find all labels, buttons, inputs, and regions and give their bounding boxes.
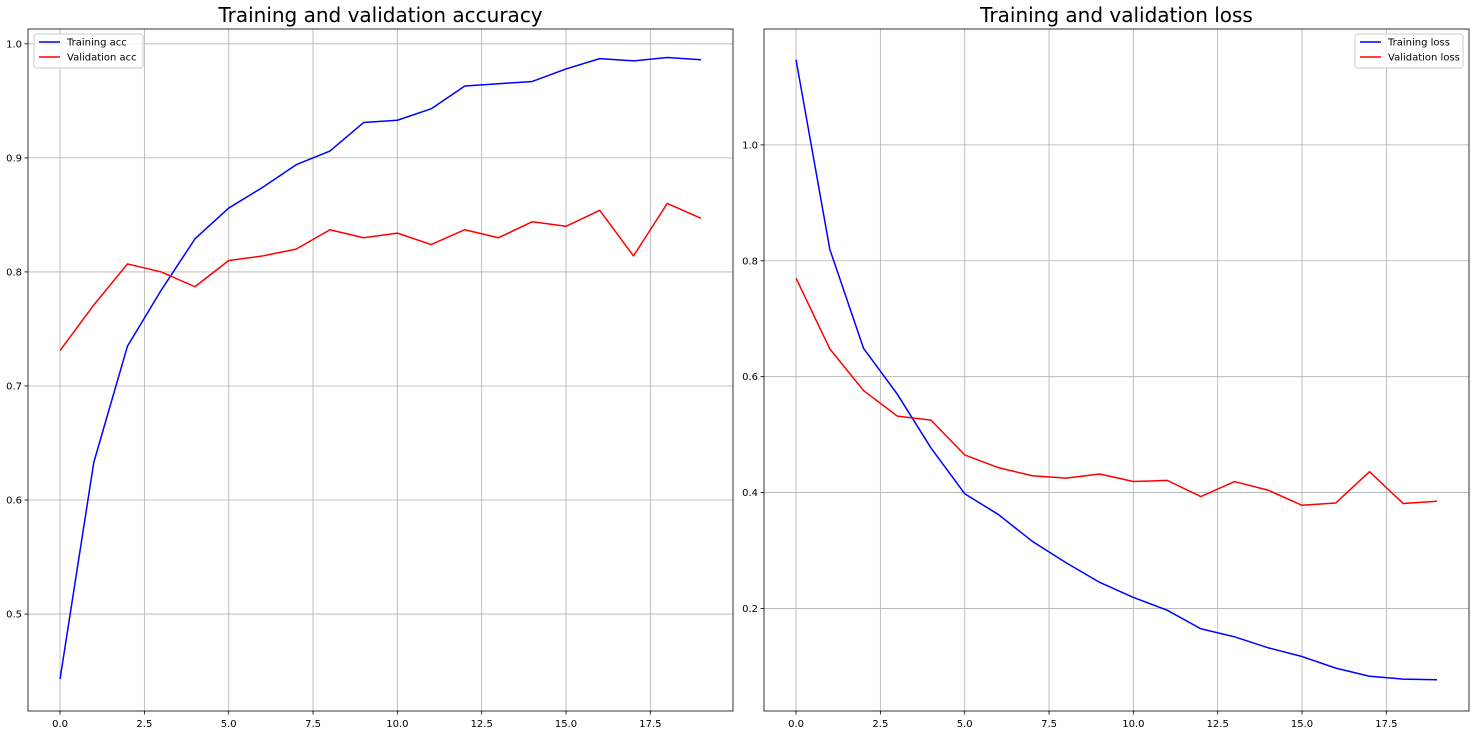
y-tick-label: 0.8 <box>742 256 758 267</box>
series-line-training-loss <box>795 59 1437 681</box>
x-tick-label: 15.0 <box>1291 719 1313 730</box>
y-tick-label: 0.7 <box>6 381 22 392</box>
series-line-training-acc <box>59 56 702 680</box>
x-tick-label: 17.5 <box>1375 719 1397 730</box>
y-tick-label: 1.0 <box>742 140 758 151</box>
x-axis: 0.0 2.5 5.0 7.5 10.0 12.5 15.0 17.5 <box>52 711 661 730</box>
y-tick-label: 0.9 <box>6 153 22 164</box>
x-tick-label: 5.0 <box>221 719 237 730</box>
chart-title: Training and validation accuracy <box>217 3 542 27</box>
legend: Training acc Validation acc <box>33 33 144 69</box>
axes-frame <box>763 28 1470 712</box>
x-tick-label: 0.0 <box>788 719 804 730</box>
x-tick-label: 7.5 <box>1041 719 1057 730</box>
y-tick-label: 0.6 <box>742 372 758 383</box>
legend: Training loss Validation loss <box>1354 33 1464 69</box>
legend-label: Training loss <box>1387 38 1450 49</box>
legend-box <box>33 33 144 69</box>
axes-frame <box>27 28 734 712</box>
y-tick-label: 0.2 <box>742 604 758 615</box>
legend-label: Validation loss <box>1388 53 1460 64</box>
x-tick-label: 0.0 <box>52 719 68 730</box>
x-tick-label: 2.5 <box>136 719 152 730</box>
x-tick-label: 12.5 <box>1207 719 1229 730</box>
chart-panel-1: Training and validation accuracy 0.0 2.5 5.… <box>6 3 734 730</box>
legend-label: Validation acc <box>67 53 137 64</box>
x-tick-label: 10.0 <box>386 719 408 730</box>
x-tick-label: 15.0 <box>555 719 577 730</box>
legend-label: Training acc <box>66 38 127 49</box>
x-tick-label: 2.5 <box>872 719 888 730</box>
series-line-validation-loss <box>795 277 1438 507</box>
y-tick-label: 0.4 <box>742 488 758 499</box>
series-line-validation-acc <box>59 202 702 352</box>
y-tick-label: 0.8 <box>6 267 22 278</box>
legend-box <box>1354 33 1464 69</box>
x-tick-label: 7.5 <box>305 719 321 730</box>
y-tick-label: 0.6 <box>6 496 22 507</box>
x-tick-label: 12.5 <box>471 719 493 730</box>
x-axis: 0.0 2.5 5.0 7.5 10.0 12.5 15.0 17.5 <box>788 711 1397 730</box>
chart-title: Training and validation loss <box>979 3 1253 27</box>
x-tick-label: 5.0 <box>957 719 973 730</box>
y-tick-label: 0.5 <box>6 610 22 621</box>
y-tick-label: 1.0 <box>6 39 22 50</box>
y-axis: 0.2 0.4 0.6 0.8 1.0 <box>742 140 764 615</box>
x-tick-label: 17.5 <box>639 719 661 730</box>
y-axis: 0.5 0.6 0.7 0.8 0.9 1.0 <box>6 39 28 621</box>
x-tick-label: 10.0 <box>1122 719 1144 730</box>
gridlines <box>764 29 1469 711</box>
chart-panel-2: Training and validation loss 0.0 2.5 5.0 7.5… <box>742 3 1470 730</box>
gridlines <box>28 29 733 711</box>
